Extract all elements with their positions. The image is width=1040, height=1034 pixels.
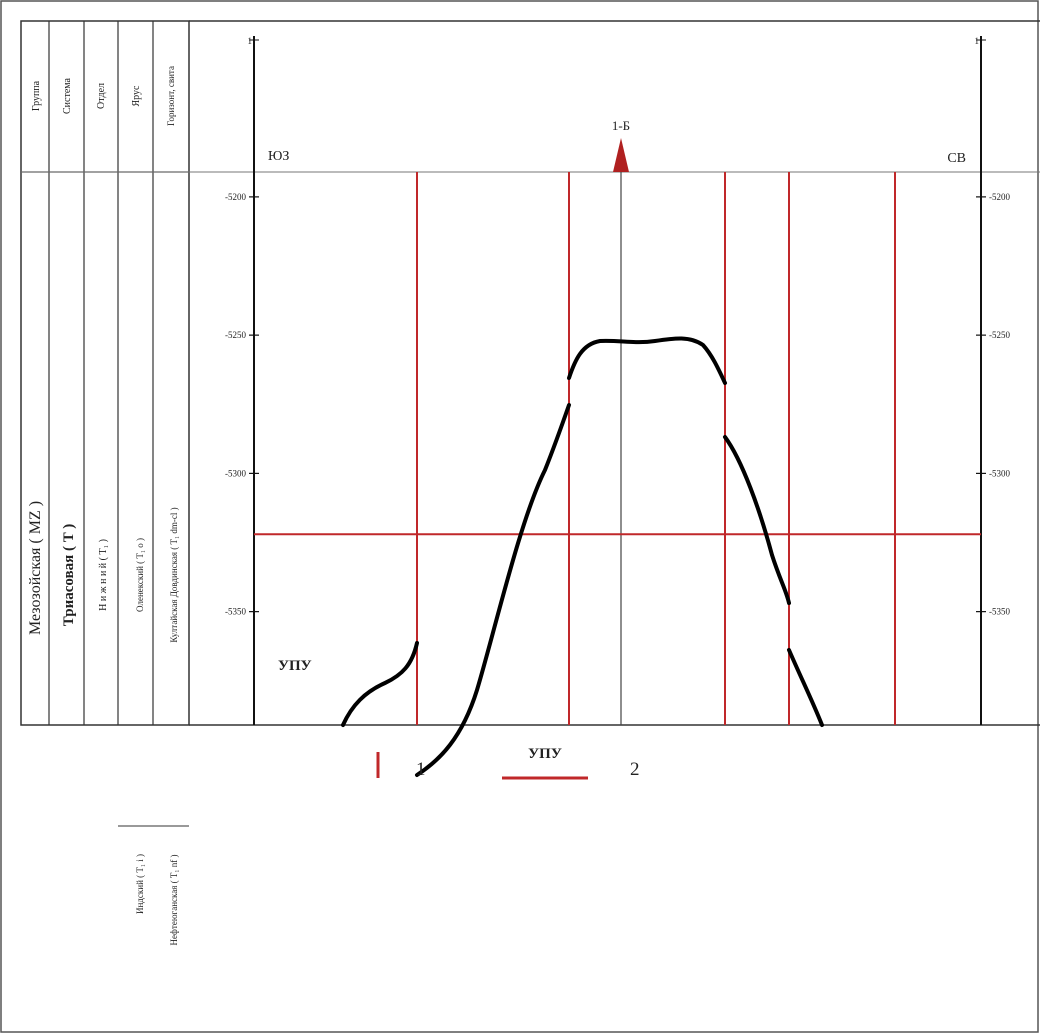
right-depth-tick-label: -5250	[989, 330, 1010, 340]
oil-water-contact: УПУ	[254, 533, 981, 674]
header-system: Система	[62, 77, 73, 114]
header-stage: Ярус	[131, 85, 142, 107]
header-group: Группа	[31, 80, 42, 111]
right-axis-top-tick: 1	[975, 36, 980, 46]
horizon-segment	[787, 648, 824, 727]
depth-ticks: -5200 -5200 -5250 -5250 -5300 -5300 -5350 -5350	[225, 192, 1010, 617]
legend-item-2-label: УПУ	[528, 746, 562, 762]
left-axis-top-tick: 1	[248, 36, 253, 46]
stratigraphic-column: Группа Система Отдел Ярус Горизонт, свит…	[20, 20, 190, 946]
unit-system: Триасовая ( T )	[61, 524, 77, 626]
fault-lines	[416, 172, 896, 725]
unit-horizon-upper: Култайская Довдинская ( T₁ dm-cl )	[169, 507, 179, 642]
horizon-segment	[723, 435, 791, 605]
horizon-segment	[415, 403, 571, 777]
legend: 1 УПУ 2	[376, 746, 640, 780]
legend-item-1-number: 1	[416, 759, 426, 780]
right-depth-tick-label: -5300	[989, 468, 1010, 478]
well-1b: 1-Б	[612, 118, 630, 725]
right-depth-tick-label: -5200	[989, 192, 1010, 202]
section-frame: 1 1 ЮЗ СВ	[21, 20, 1040, 726]
strat-column-border	[20, 20, 190, 726]
legend-item-2-number: 2	[630, 759, 640, 780]
header-horizon: Горизонт, свита	[166, 66, 176, 126]
left-depth-tick-label: -5250	[225, 330, 246, 340]
unit-group: Мезозойская ( MZ )	[27, 501, 44, 635]
well-label: 1-Б	[612, 118, 630, 133]
direction-left-label: ЮЗ	[268, 149, 289, 164]
unit-stage-lower: Индский ( T₁ i )	[135, 854, 145, 914]
direction-right-label: СВ	[947, 151, 966, 166]
contact-label: УПУ	[278, 658, 312, 674]
unit-stage-upper: Оленекский ( T₁ o )	[135, 538, 145, 612]
well-marker	[613, 138, 629, 172]
unit-series: Н и ж н и й ( T₁ )	[98, 539, 109, 611]
left-depth-tick-label: -5200	[225, 192, 246, 202]
unit-horizon-lower: Нефтеюганская ( T₁ nf )	[169, 854, 179, 945]
horizon-segment	[341, 641, 419, 727]
horizon-segment	[567, 336, 727, 385]
left-depth-tick-label: -5300	[225, 468, 246, 478]
horizon-curve	[341, 336, 824, 777]
header-series: Отдел	[96, 83, 107, 109]
right-depth-tick-label: -5350	[989, 607, 1010, 617]
left-depth-tick-label: -5350	[225, 607, 246, 617]
